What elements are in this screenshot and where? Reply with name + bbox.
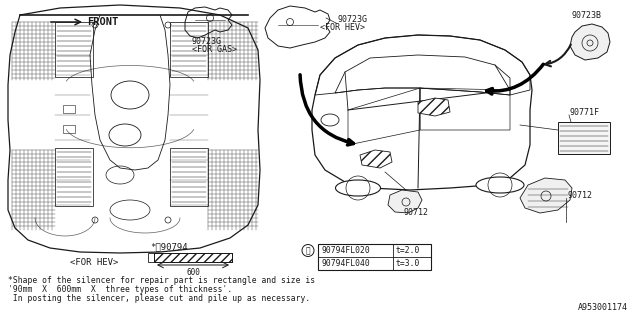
Bar: [63, 105, 75, 113]
Text: 90771F: 90771F: [570, 108, 600, 117]
Text: '90mm  X  600mm  X  three types of thickness'.: '90mm X 600mm X three types of thickness…: [8, 285, 232, 294]
Bar: [55, 22, 93, 77]
Text: t=3.0: t=3.0: [396, 259, 420, 268]
Text: <FOR HEV>: <FOR HEV>: [320, 23, 365, 32]
Text: 90723G: 90723G: [338, 15, 368, 24]
Text: <FOR HEV>: <FOR HEV>: [70, 258, 118, 267]
Polygon shape: [388, 190, 422, 213]
Bar: [558, 122, 610, 154]
Text: <FOR GAS>: <FOR GAS>: [192, 45, 237, 54]
Bar: [148, 253, 154, 262]
Bar: [55, 148, 93, 206]
Text: t=2.0: t=2.0: [396, 246, 420, 255]
Bar: [170, 22, 208, 77]
Bar: [63, 125, 75, 133]
Ellipse shape: [335, 180, 381, 196]
Ellipse shape: [476, 177, 524, 193]
Text: ①: ①: [306, 246, 310, 255]
Text: 90794FL020: 90794FL020: [321, 246, 370, 255]
Polygon shape: [360, 150, 392, 168]
Circle shape: [302, 244, 314, 257]
Text: 90723B: 90723B: [572, 11, 602, 20]
Text: 90723G: 90723G: [192, 37, 222, 46]
Bar: [318, 244, 431, 270]
Text: *①90794: *①90794: [150, 242, 188, 251]
Text: A953001174: A953001174: [578, 303, 628, 312]
Bar: [154, 253, 232, 262]
Text: 90794FL040: 90794FL040: [321, 259, 370, 268]
Polygon shape: [520, 178, 572, 213]
Bar: [170, 148, 208, 206]
Text: 600: 600: [186, 268, 200, 277]
Text: 90712: 90712: [403, 208, 428, 217]
Text: In posting the silencer, please cut and pile up as necessary.: In posting the silencer, please cut and …: [8, 294, 310, 303]
Text: FRONT: FRONT: [87, 17, 118, 27]
Text: *Shape of the silencer for repair part is rectangle and size is: *Shape of the silencer for repair part i…: [8, 276, 315, 285]
Polygon shape: [418, 98, 450, 116]
Text: 90712: 90712: [568, 191, 593, 200]
Bar: [154, 253, 232, 262]
Polygon shape: [570, 24, 610, 60]
